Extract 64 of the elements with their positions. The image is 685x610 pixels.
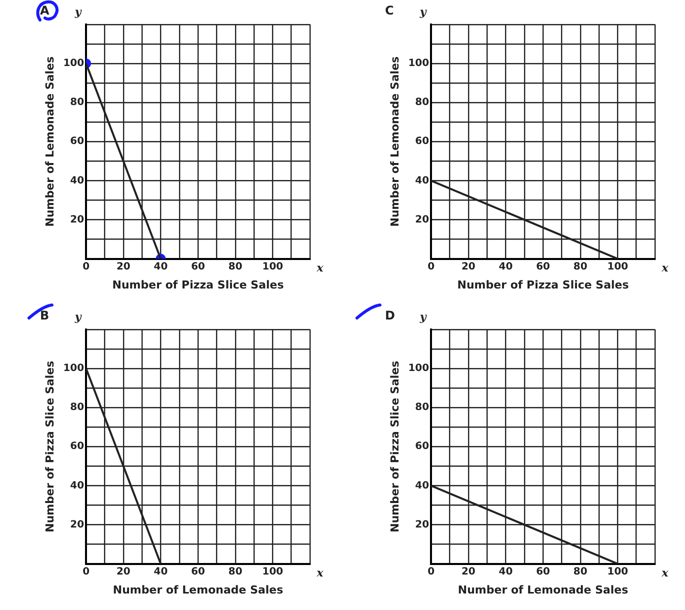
chart-title: D — [385, 308, 395, 322]
x-tick-label: 60 — [191, 566, 206, 578]
y-tick-label: 40 — [415, 175, 430, 186]
text: y — [418, 5, 428, 18]
chart-title: A — [40, 3, 50, 18]
text: y — [74, 5, 83, 18]
chart-title: B — [40, 308, 50, 322]
y-axis-title: Number of Lemonade Sales — [388, 56, 402, 227]
y-tick-label: 60 — [70, 136, 84, 148]
x-tick-label: 100 — [607, 566, 628, 578]
x-tick-label: 20 — [461, 566, 476, 578]
x-axis-title: Number of Pizza Slice Sales — [112, 278, 284, 292]
text: y — [418, 310, 428, 324]
y-axis-title: Number of Lemonade Sales — [43, 56, 56, 227]
text: x — [660, 566, 669, 580]
y-tick-label: 80 — [70, 402, 84, 414]
x-tick-label: 60 — [536, 261, 550, 272]
x-tick-label: 40 — [498, 261, 513, 272]
x-tick-label: 60 — [191, 261, 206, 272]
x-tick-label: 0 — [82, 566, 90, 578]
y-tick-label: 20 — [415, 214, 430, 226]
x-tick-label: 40 — [498, 566, 513, 578]
x-tick-label: 0 — [428, 566, 435, 578]
x-tick-label: 80 — [573, 566, 588, 578]
y-tick-label: 80 — [415, 97, 430, 108]
y-tick-label: 80 — [415, 402, 430, 414]
y-tick-label: 20 — [70, 519, 84, 530]
y-tick-label: 100 — [408, 363, 430, 374]
x-tick-label: 100 — [262, 261, 284, 272]
y-tick-label: 40 — [415, 480, 430, 492]
y-axis-title: Number of Pizza Slice Sales — [388, 360, 402, 532]
y-tick-label: 60 — [70, 441, 84, 452]
x-tick-label: 0 — [428, 261, 435, 272]
y-tick-label: 20 — [70, 214, 84, 226]
y-tick-label: 60 — [415, 136, 430, 148]
y-tick-label: 40 — [70, 175, 84, 186]
x-tick-label: 80 — [228, 261, 242, 272]
y-tick-label: 100 — [63, 58, 84, 70]
x-tick-label: 100 — [607, 261, 628, 272]
x-tick-label: 40 — [154, 261, 168, 272]
x-tick-label: 60 — [536, 566, 550, 578]
y-tick-label: 100 — [63, 363, 84, 374]
chart-title: C — [385, 3, 394, 18]
y-tick-label: 80 — [70, 97, 84, 108]
x-tick-label: 80 — [228, 566, 242, 578]
x-axis-title: Number of Lemonade Sales — [458, 583, 629, 596]
x-axis-title: Number of Lemonade Sales — [112, 583, 284, 596]
y-tick-label: 100 — [408, 58, 430, 70]
x-tick-label: 20 — [116, 566, 130, 578]
text: y — [74, 310, 83, 324]
y-axis-title: Number of Pizza Slice Sales — [43, 360, 56, 532]
text: x — [660, 262, 669, 275]
x-tick-label: 100 — [262, 566, 284, 578]
text: x — [316, 262, 324, 275]
x-tick-label: 80 — [573, 261, 588, 272]
x-tick-label: 0 — [82, 261, 90, 272]
x-tick-label: 40 — [154, 566, 168, 578]
y-tick-label: 60 — [415, 441, 430, 452]
x-axis-title: Number of Pizza Slice Sales — [457, 278, 630, 292]
text: x — [316, 566, 324, 580]
x-tick-label: 20 — [116, 261, 130, 272]
x-tick-label: 20 — [461, 261, 476, 272]
y-tick-label: 20 — [415, 519, 430, 530]
y-tick-label: 40 — [70, 480, 84, 492]
